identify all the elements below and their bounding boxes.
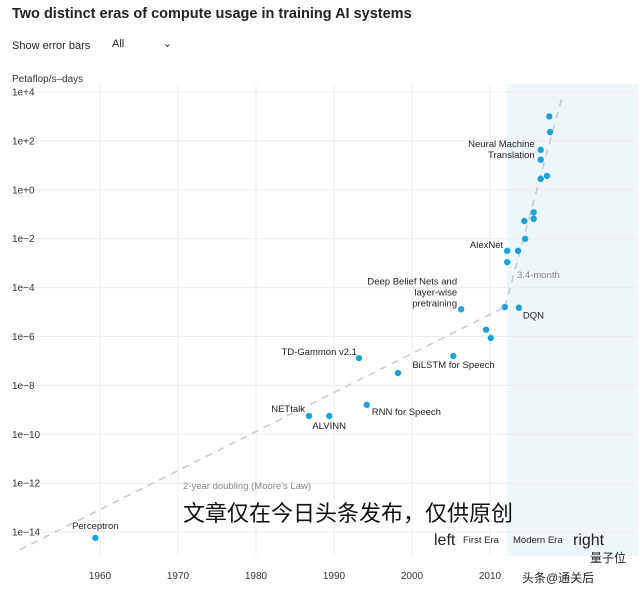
y-tick-label: 1e−2 [12, 234, 35, 245]
chevron-down-icon: ⌄ [162, 38, 172, 50]
data-point [515, 304, 523, 311]
source-watermark: 头条@通关后 [522, 571, 594, 585]
data-point [450, 352, 457, 360]
data-point [503, 247, 511, 254]
data-point [530, 209, 537, 216]
point-annotation: Translation [488, 150, 535, 161]
y-tick-label: 1e+0 [12, 185, 35, 196]
data-point [521, 217, 528, 225]
y-tick-label: 1e−4 [12, 283, 35, 294]
chart-title: Two distinct eras of compute usage in tr… [12, 6, 412, 22]
data-point [326, 412, 333, 420]
point-annotation: BiLSTM for Speech [412, 360, 494, 371]
point-annotation: AlexNet [470, 240, 504, 251]
x-tick-label: 1970 [167, 571, 190, 582]
data-point [530, 215, 537, 223]
data-point [503, 258, 511, 266]
data-point [537, 146, 544, 154]
data-point [363, 401, 370, 409]
data-point [501, 303, 509, 311]
left-label: left [434, 532, 456, 549]
error-bars-value: All [112, 38, 125, 50]
y-tick-label: 1e+4 [12, 88, 35, 99]
trend-label: 3.4-month [517, 270, 560, 281]
data-point [543, 172, 551, 180]
data-point [457, 306, 465, 313]
point-annotation: TD-Gammon v2.1 [281, 347, 357, 358]
y-tick-label: 1e−12 [12, 479, 41, 490]
data-point [521, 235, 529, 243]
point-annotation: layer-wise [414, 287, 457, 298]
trend-label: 2-year doubling (Moore's Law) [183, 481, 311, 492]
right-label: right [573, 532, 605, 549]
data-point [355, 354, 363, 362]
data-point [394, 369, 402, 377]
modern-era-shade [507, 84, 638, 556]
data-point [305, 412, 313, 420]
x-tick-label: 2000 [401, 571, 424, 582]
x-tick-label: 1990 [323, 571, 346, 582]
point-annotation: NETtalk [271, 404, 305, 415]
y-axis-label: Petaflop/s–days [12, 74, 83, 85]
x-tick-label: 1980 [245, 571, 268, 582]
first-era-label: First Era [463, 535, 500, 546]
y-tick-label: 1e−8 [12, 381, 35, 392]
point-annotation: DQN [523, 311, 544, 322]
data-point [487, 334, 494, 342]
y-tick-label: 1e−10 [12, 430, 41, 441]
data-point [92, 534, 99, 542]
watermark-text: 文章仅在今日头条发布，仅供原创 [183, 502, 513, 527]
point-annotation: pretraining [412, 298, 457, 309]
point-annotation: ALVINN [312, 421, 346, 432]
x-tick-label: 1960 [89, 571, 112, 582]
point-annotation: Perceptron [72, 521, 118, 532]
data-point [514, 247, 522, 254]
error-bars-select[interactable]: All ⌄ [112, 38, 178, 54]
point-annotation: Deep Belief Nets and [367, 276, 457, 287]
data-point [546, 113, 553, 120]
data-point [537, 156, 544, 163]
point-annotation: Neural Machine [468, 139, 535, 150]
error-bars-label: Show error bars [12, 40, 91, 52]
x-tick-label: 2010 [479, 571, 502, 582]
modern-era-label: Modern Era [513, 535, 563, 546]
y-tick-label: 1e−6 [12, 332, 35, 343]
data-point [546, 128, 554, 136]
faint-watermark: 量子位 [590, 550, 626, 565]
y-tick-label: 1e−14 [12, 528, 41, 539]
data-point [537, 175, 544, 183]
data-point [482, 326, 490, 333]
point-annotation: RNN for Speech [372, 407, 441, 418]
trend-line [504, 97, 563, 308]
y-tick-label: 1e+2 [12, 136, 35, 147]
